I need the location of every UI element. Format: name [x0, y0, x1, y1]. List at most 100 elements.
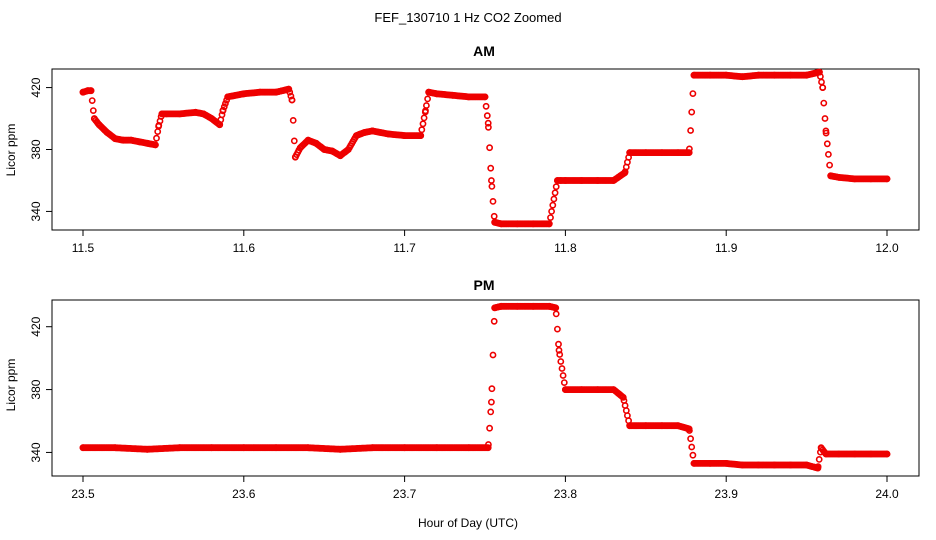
pm-data-point	[240, 444, 248, 452]
am-data-point	[163, 110, 170, 118]
am-data-point	[642, 149, 650, 156]
am-data-point	[287, 92, 295, 100]
pm-y-axis-label: Licor ppm	[4, 359, 18, 412]
am-data-point	[320, 146, 328, 153]
am-data-point	[706, 71, 714, 79]
pm-data-point	[487, 408, 495, 416]
pm-x-tick-label: 23.9	[715, 487, 739, 501]
am-data-point	[554, 177, 561, 184]
am-data-point	[610, 177, 617, 184]
pm-data-point	[559, 372, 567, 379]
am-data-point	[288, 96, 296, 104]
am-data-point	[867, 175, 875, 183]
am-data-point	[103, 129, 111, 136]
am-data-point	[256, 88, 264, 96]
pm-data-point	[562, 386, 569, 393]
am-data-point	[154, 128, 162, 135]
pm-y-tick-label: 340	[29, 442, 43, 462]
am-data-point	[481, 93, 489, 101]
am-data-point	[127, 136, 135, 144]
am-data-point	[851, 175, 859, 183]
am-data-point	[547, 214, 554, 221]
pm-data-point	[738, 461, 746, 469]
pm-data-point	[626, 422, 634, 430]
pm-data-point	[685, 425, 693, 433]
am-data-point	[883, 175, 891, 183]
am-data-point	[240, 90, 248, 98]
pm-data-point	[689, 451, 697, 459]
am-data-point	[424, 95, 431, 103]
am-data-point	[385, 130, 392, 138]
pm-data-point	[690, 459, 698, 467]
pm-data-point	[486, 424, 493, 432]
pm-data-point	[401, 444, 408, 452]
am-data-point	[545, 220, 553, 228]
am-data-point	[626, 149, 634, 156]
am-data-point	[422, 107, 429, 115]
am-y-axis-label: Licor ppm	[4, 124, 18, 177]
pm-panel: PM Licor ppm 23.5 23.6 23.7 23.8 23.9 24.0 340…	[4, 277, 920, 501]
am-x-tick-label: 11.5	[72, 241, 95, 255]
pm-data-point	[484, 441, 492, 448]
am-data-point	[755, 71, 762, 79]
am-data-point	[449, 91, 457, 99]
pm-x-tick-label: 24.0	[875, 487, 899, 501]
am-data-point	[738, 73, 746, 81]
am-data-point	[687, 127, 694, 134]
am-y-tick-label: 340	[29, 201, 43, 221]
pm-data-point	[484, 444, 492, 452]
am-data-point	[272, 88, 280, 96]
pm-data-point	[487, 398, 495, 406]
am-data-point	[562, 177, 569, 184]
pm-data-point	[688, 443, 696, 451]
am-data-point	[420, 114, 428, 122]
am-data-point	[176, 110, 183, 118]
pm-data-point	[433, 444, 441, 452]
am-data-point	[153, 134, 160, 142]
pm-data-point	[835, 450, 843, 458]
pm-data-point	[755, 461, 762, 469]
am-data-point	[821, 115, 829, 122]
pm-data-point	[642, 422, 650, 430]
am-data-point	[825, 150, 832, 158]
pm-data-point	[176, 444, 183, 452]
am-data-point	[143, 139, 151, 147]
am-data-point	[818, 78, 825, 86]
am-data-point	[312, 139, 320, 147]
am-data-point	[823, 140, 831, 148]
am-data-point	[291, 153, 299, 161]
am-x-tick-label: 11.9	[715, 241, 738, 255]
pm-data-point	[594, 386, 601, 393]
pm-data-point	[272, 444, 280, 452]
am-data-point	[328, 147, 336, 155]
am-data-point	[192, 108, 199, 116]
pm-data-point	[722, 459, 730, 467]
am-data-point	[688, 108, 696, 116]
figure-title: FEF_130710 1 Hz CO2 Zoomed	[374, 10, 561, 25]
pm-data-point	[814, 464, 822, 472]
am-data-point	[686, 145, 693, 153]
am-data-point	[594, 177, 601, 184]
am-data-point	[352, 132, 360, 139]
am-data-point	[689, 90, 697, 97]
am-data-point	[548, 207, 555, 215]
pm-data-point	[815, 455, 823, 463]
pm-data-point	[465, 444, 473, 452]
am-data-point	[820, 99, 828, 107]
am-data-point	[88, 97, 96, 104]
pm-data-point	[497, 302, 505, 310]
am-axis-ticks: 11.5 11.6 11.7 11.8 11.9 12.0 340 380 420	[29, 77, 899, 255]
pm-data-point	[304, 444, 312, 452]
am-data-point	[549, 201, 557, 209]
x-axis-label: Hour of Day (UTC)	[418, 516, 518, 530]
am-data-point	[336, 152, 344, 160]
am-data-point	[84, 87, 92, 95]
pm-x-tick-label: 23.5	[71, 487, 95, 501]
pm-y-tick-label: 420	[29, 316, 43, 336]
pm-data-point	[111, 444, 119, 452]
am-data-point	[803, 71, 810, 79]
pm-data-point	[822, 450, 830, 458]
pm-data-point	[674, 422, 682, 430]
am-data-point	[417, 132, 425, 139]
